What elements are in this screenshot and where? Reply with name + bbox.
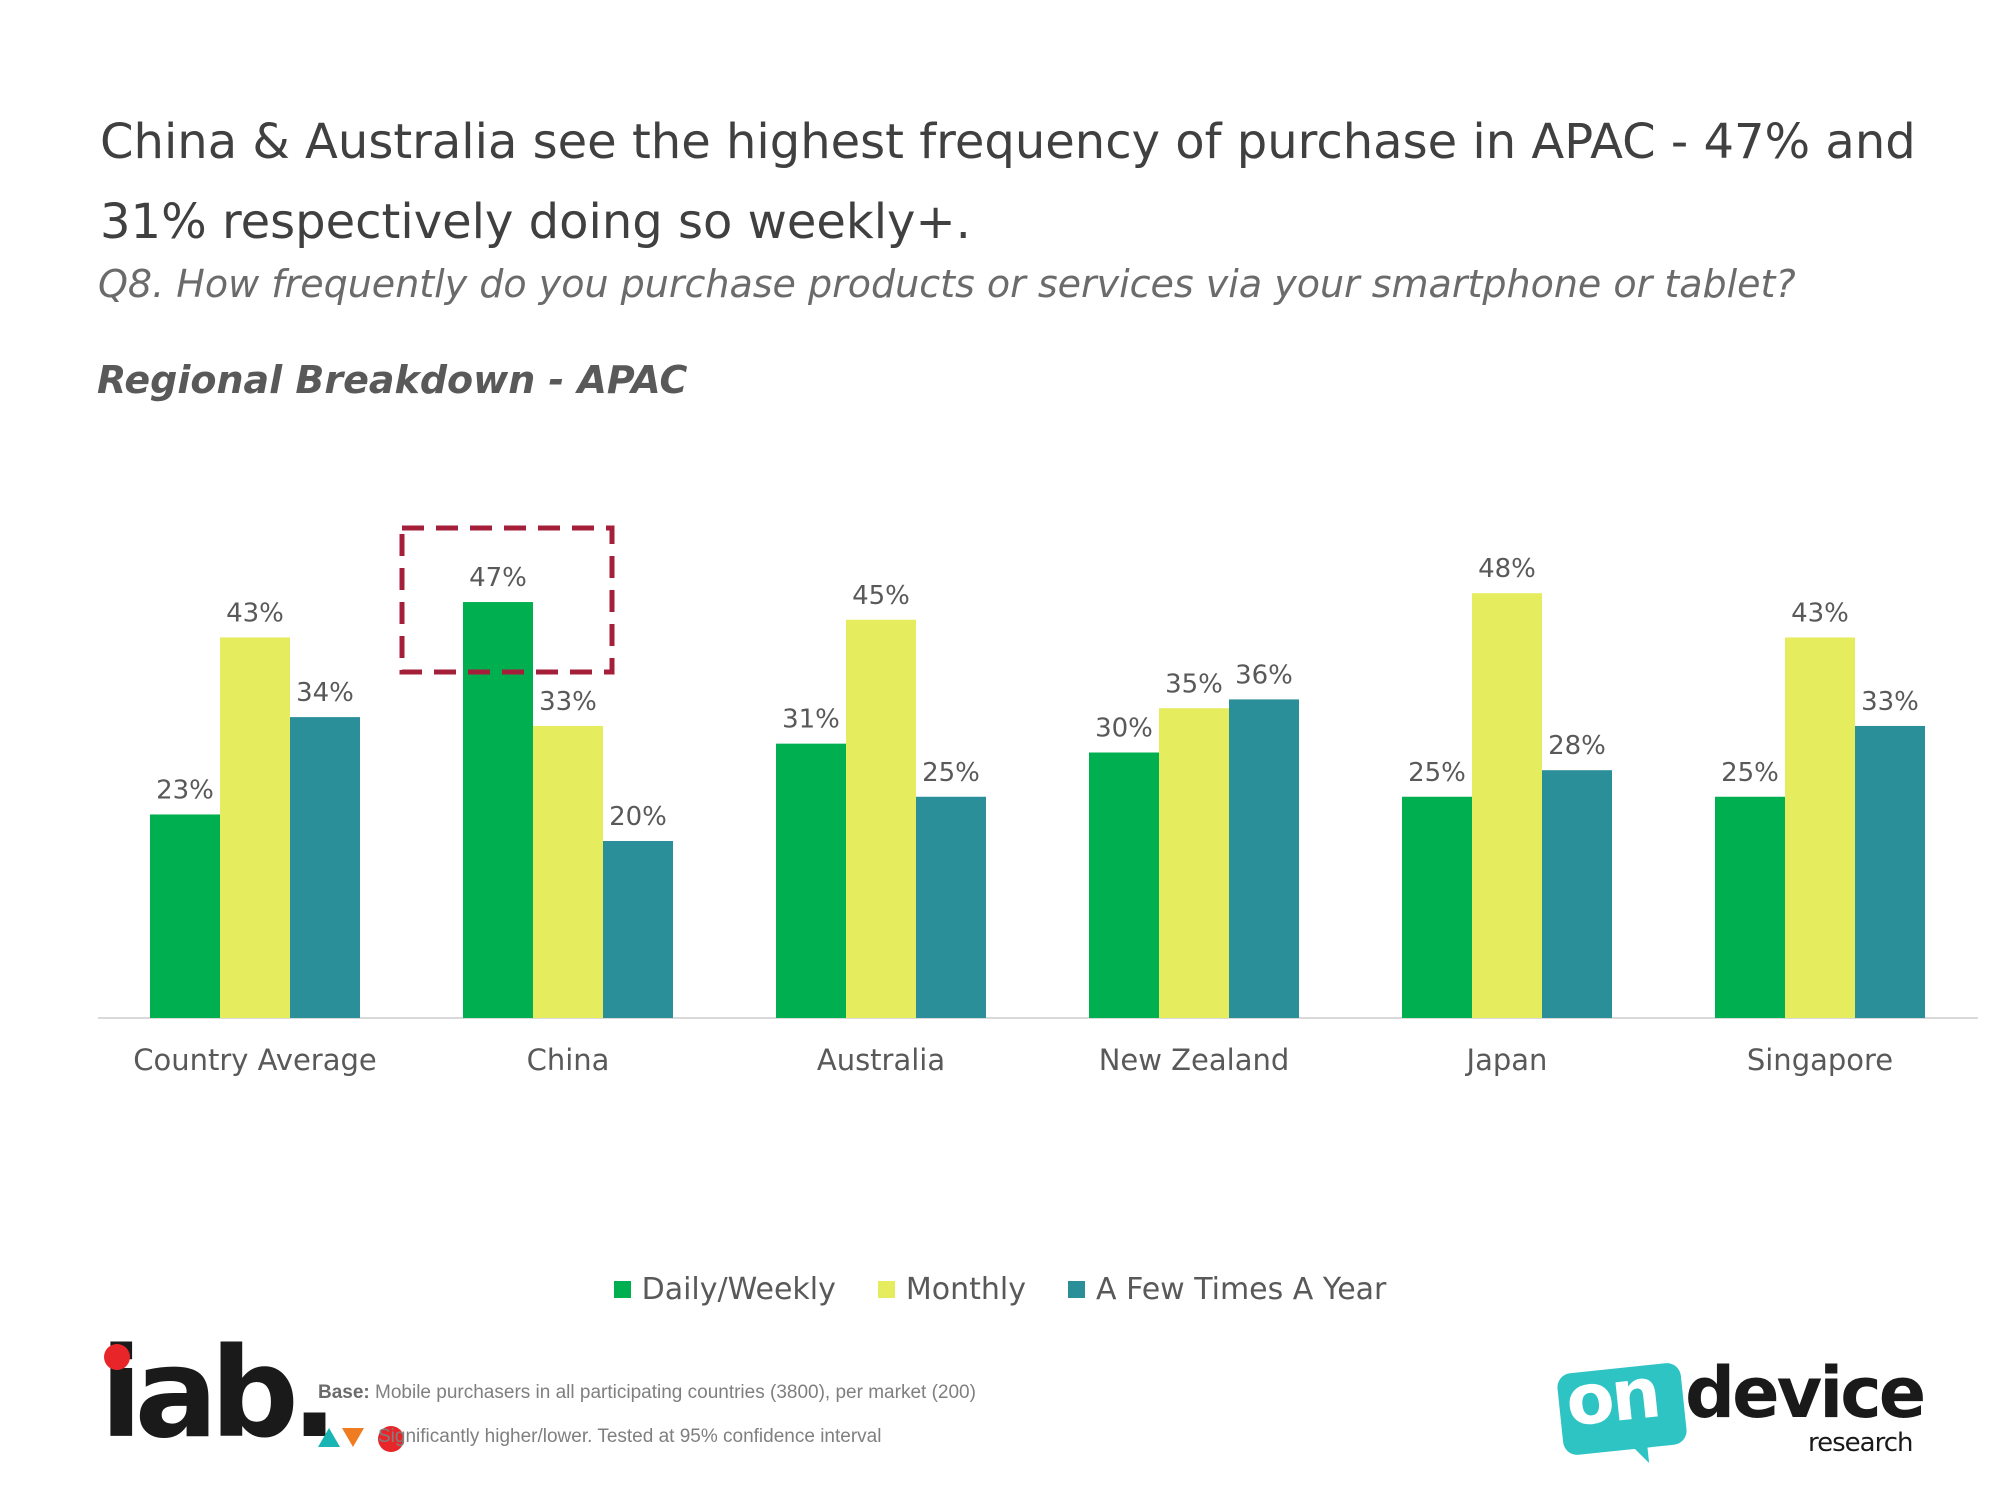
data-label-country-average-a-few-times-a-year: 34% [296,678,354,708]
data-label-singapore-monthly: 43% [1791,598,1849,628]
bar-new-zealand-monthly [1159,708,1229,1018]
significant-higher-icon [318,1427,340,1447]
x-tick-label-australia: Australia [817,1043,945,1077]
significance-note: Significantly higher/lower. Tested at 95… [318,1426,881,1448]
bar-singapore-monthly [1785,637,1855,1018]
data-label-china-a-few-times-a-year: 20% [609,802,667,832]
bar-china-a-few-times-a-year [603,841,673,1018]
ondevice-logo-research: research [1808,1428,1913,1458]
base-note-label: Base: [318,1382,370,1403]
highlight-box-china [399,525,615,675]
page-title: China & Australia see the highest freque… [100,114,1916,250]
iab-logo: iab. [100,1332,404,1460]
bar-country-average-a-few-times-a-year [290,717,360,1018]
legend-swatch-few-times-a-year [1068,1281,1086,1298]
data-label-australia-daily-weekly: 31% [782,705,840,735]
data-label-japan-a-few-times-a-year: 28% [1548,731,1606,761]
data-label-singapore-a-few-times-a-year: 33% [1861,687,1919,717]
iab-logo-dot-top [104,1344,130,1370]
data-label-singapore-daily-weekly: 25% [1721,758,1779,788]
legend-swatch-monthly [877,1281,895,1298]
ondevice-logo-device: device [1685,1352,1926,1434]
data-label-japan-monthly: 48% [1478,554,1536,584]
bar-singapore-daily-weekly [1715,796,1785,1018]
data-label-new-zealand-monthly: 35% [1165,669,1223,699]
data-label-country-average-daily-weekly: 23% [156,775,214,805]
bar-new-zealand-daily-weekly [1089,752,1159,1018]
bar-china-monthly [533,725,603,1018]
legend-label-daily-weekly: Daily/Weekly [641,1272,836,1307]
bar-country-average-monthly [220,637,290,1018]
data-label-china-monthly: 33% [539,687,597,717]
x-tick-label-singapore: Singapore [1747,1043,1893,1077]
legend-item-monthly: Monthly [877,1272,1027,1307]
ondevice-logo-on: on [1561,1351,1662,1443]
data-label-new-zealand-daily-weekly: 30% [1095,714,1153,744]
bar-australia-daily-weekly [776,743,846,1018]
data-label-new-zealand-a-few-times-a-year: 36% [1235,660,1293,690]
x-tick-label-new-zealand: New Zealand [1099,1043,1290,1077]
legend-item-daily-weekly: Daily/Weekly [613,1272,836,1307]
chart-section-title: Regional Breakdown - APAC [97,358,688,402]
bar-country-average-daily-weekly [150,814,220,1018]
significance-note-text: Significantly higher/lower. Tested at 95… [378,1426,882,1447]
survey-question: Q8. How frequently do you purchase produ… [98,262,1796,306]
bar-new-zealand-a-few-times-a-year [1229,699,1299,1018]
data-label-australia-a-few-times-a-year: 25% [922,758,980,788]
data-label-japan-daily-weekly: 25% [1408,758,1466,788]
bar-japan-daily-weekly [1402,796,1472,1018]
x-tick-label-china: China [527,1043,610,1077]
ondevice-bubble-tail [1628,1441,1650,1465]
iab-logo-text: iab. [100,1322,338,1466]
x-tick-label-country-average: Country Average [133,1043,377,1077]
ondevice-research-logo: on device research [1556,1351,1926,1472]
data-label-china-daily-weekly: 47% [469,563,527,593]
legend-item-few-times-a-year: A Few Times A Year [1068,1272,1386,1307]
legend-label-few-times-a-year: A Few Times A Year [1096,1272,1387,1307]
bar-singapore-a-few-times-a-year [1855,725,1925,1018]
data-label-country-average-monthly: 43% [226,598,284,628]
bar-australia-a-few-times-a-year [916,796,986,1018]
bar-japan-a-few-times-a-year [1542,770,1612,1018]
bar-japan-monthly [1472,593,1542,1018]
bar-australia-monthly [846,619,916,1018]
legend-swatch-daily-weekly [613,1281,631,1298]
iab-logo-dot-bottom [378,1426,404,1452]
legend-label-monthly: Monthly [905,1272,1027,1307]
bar-china-daily-weekly [463,602,533,1018]
x-tick-label-japan: Japan [1465,1043,1548,1077]
significant-lower-icon [342,1427,364,1447]
base-note-text: Mobile purchasers in all participating c… [369,1382,976,1403]
chart-legend: Daily/Weekly Monthly A Few Times A Year [0,1272,2000,1307]
data-label-australia-monthly: 45% [852,581,910,611]
base-note: Base: Mobile purchasers in all participa… [318,1382,976,1404]
